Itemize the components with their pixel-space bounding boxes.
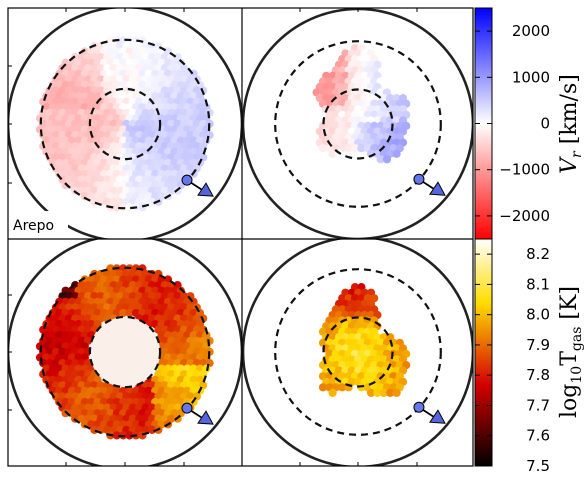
colorbar-vr-label: Vr [km/s] — [557, 74, 585, 174]
dashed-radius-circle — [39, 266, 211, 438]
colorbar-tick-label: 2000 — [512, 22, 550, 40]
panel-bottom-left-temperature — [8, 239, 242, 466]
observer-arrow — [197, 410, 214, 425]
temperature-cell — [366, 388, 376, 397]
colorbar-t — [474, 238, 493, 467]
temperature-cell — [386, 388, 395, 397]
velocity-cell — [392, 149, 401, 158]
dashed-radius-circle — [274, 40, 442, 208]
velocity-cell — [357, 144, 366, 153]
dashed-radius-circle — [39, 38, 211, 210]
dashed-radius-circle — [322, 88, 394, 160]
panel-top-right-velocity — [242, 8, 473, 239]
colorbar-vr-ticks: 2000 1000 0 −1000 −2000 — [475, 22, 550, 225]
colorbar-tick-label: 1000 — [512, 68, 550, 86]
colorbar-tick-label: 7.9 — [526, 336, 550, 354]
temperature-cell — [318, 383, 328, 392]
colorbar-tick-label: 8.2 — [526, 245, 550, 263]
colorbar-tick-label: 8.0 — [526, 306, 550, 324]
temperature-cell — [379, 388, 388, 397]
colorbar-t-label: log10Tgas [K] — [557, 286, 585, 418]
colorbar-tick-label: −2000 — [499, 207, 550, 225]
arepo-label: Arepo — [13, 218, 54, 234]
velocity-cell — [318, 144, 328, 153]
dashed-radius-circle — [88, 315, 162, 389]
temperature-cell — [125, 308, 134, 318]
observer-circle — [181, 174, 193, 186]
arepo-label-box — [8, 211, 68, 238]
dashed-radius-circle — [88, 87, 162, 161]
temperature-cell — [338, 383, 347, 392]
colorbar-tick-label: 8.1 — [526, 275, 550, 293]
colorbar-tick-label: 7.8 — [526, 366, 550, 384]
colorbar-tick-label: −1000 — [499, 161, 550, 179]
panel-top-left-velocity — [8, 8, 242, 239]
panel-bottom-right-temperature — [242, 239, 473, 466]
velocity-cell — [112, 203, 121, 212]
panel-frames — [7, 7, 474, 467]
observer-arrow — [429, 181, 446, 196]
colorbar-tick-label: 7.6 — [526, 427, 550, 445]
dashed-radius-circle — [274, 268, 442, 436]
temperature-cell — [112, 431, 121, 440]
dashed-radius-circle — [322, 316, 394, 388]
colorbar-tick-label: 0 — [540, 115, 550, 133]
colorbar-t-ticks: 8.2 8.1 8.0 7.9 7.8 7.7 7.6 7.5 — [475, 245, 550, 475]
observer-circle — [413, 173, 425, 185]
temperature-cell — [328, 388, 337, 397]
observer-arrow — [197, 182, 214, 197]
temperature-cell — [125, 431, 134, 440]
observer-circle — [413, 401, 425, 413]
temperature-cell — [392, 388, 401, 397]
observer-arrow — [429, 409, 446, 424]
colorbar-tick-label: 7.5 — [526, 457, 550, 475]
velocity-cell — [125, 203, 134, 212]
temperature-cell — [373, 388, 382, 397]
velocity-cell — [344, 144, 353, 153]
velocity-cell — [350, 144, 360, 153]
outer-boundary-circle — [242, 239, 473, 466]
velocity-cell — [328, 149, 337, 158]
temperature-cell — [119, 308, 128, 318]
frame-ticks — [8, 8, 418, 466]
velocity-cell — [376, 155, 385, 164]
velocity-cell — [382, 155, 392, 164]
inner-disk — [89, 316, 161, 388]
observer-circle — [181, 402, 193, 414]
colorbar-tick-label: 7.7 — [526, 396, 550, 414]
